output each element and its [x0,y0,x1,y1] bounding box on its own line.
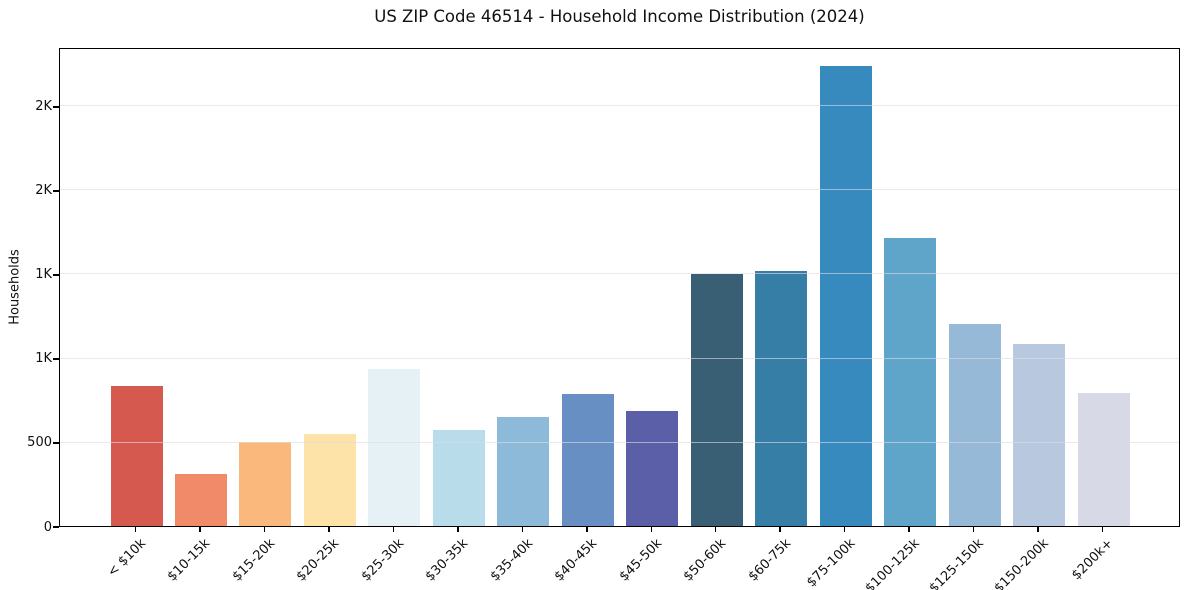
x-tick-mark [199,527,201,532]
y-tick-label: 1K [35,351,52,367]
x-tick-mark [843,527,846,532]
x-tick-mark [521,527,524,532]
x-tick-label: $50-60k [680,536,730,585]
x-tick-mark [134,527,137,532]
gridline-500 [60,441,1179,443]
bar-$150-200k [1013,344,1066,526]
x-tick-label: $40-45k [551,536,601,585]
plot-area [59,48,1180,527]
y-tick-mark [53,274,59,276]
x-tick-label: $45-50k [616,536,665,585]
x-tick-label: $35-40k [487,536,536,585]
gridline-1000 [60,357,1179,359]
y-tick-mark [53,358,59,360]
gridline-1500 [60,273,1179,275]
x-tick-mark [263,527,266,532]
y-tick-label: 0 [43,519,52,535]
bar-$100-125k [884,238,937,526]
bar-$60-75k [755,271,808,526]
y-tick-mark [53,190,59,192]
bar-< $10k [110,386,163,526]
x-tick-label: $20-25k [294,536,343,585]
y-axis-label: Households [7,249,23,325]
x-tick-label: < $10k [105,536,150,581]
x-tick-mark [650,527,652,532]
x-tick-mark [1101,527,1104,532]
y-tick-mark [53,442,59,444]
x-tick-label: $30-35k [422,536,472,585]
y-tick-mark [53,526,59,528]
y-tick-label: 2K [35,99,52,115]
bar-$10-15k [174,473,227,526]
y-tick-label: 1K [35,267,52,283]
y-tick-label: 500 [27,435,52,451]
x-tick-mark [328,527,330,532]
x-tick-label: $100-125k [862,536,923,590]
gridline-2000 [60,189,1179,191]
bar-$75-100k [819,66,872,526]
bar-$25-30k [368,369,421,526]
x-tick-mark [779,527,781,532]
x-tick-mark [586,527,588,532]
x-tick-mark [908,527,910,532]
chart-title: US ZIP Code 46514 - Household Income Dis… [374,7,865,26]
bar-$50-60k [690,274,743,526]
bar-$20-25k [303,433,356,526]
x-tick-label: $75-100k [803,536,859,590]
x-tick-label: $200k+ [1069,536,1117,584]
gridline-2500 [60,105,1179,107]
x-tick-label: $125-150k [927,536,988,590]
bar-$45-50k [626,411,679,526]
bar-$40-45k [561,393,614,526]
y-tick-label: 2K [35,183,52,199]
x-tick-label: $150-200k [991,536,1052,590]
x-tick-label: $25-30k [358,536,407,585]
x-tick-mark [392,527,395,532]
x-tick-mark [972,527,975,532]
bar-$125-150k [948,324,1001,526]
x-tick-label: $60-75k [745,536,794,585]
x-tick-mark [1037,527,1039,532]
x-tick-label: $10-15k [165,536,214,585]
bar-$30-35k [432,429,485,526]
x-tick-mark [457,527,459,532]
bar-$35-40k [497,416,550,526]
x-tick-mark [714,527,717,532]
y-tick-mark [53,106,59,108]
x-tick-label: $15-20k [229,536,279,585]
bar-$15-20k [239,442,292,526]
bar-$200k+ [1077,393,1130,526]
